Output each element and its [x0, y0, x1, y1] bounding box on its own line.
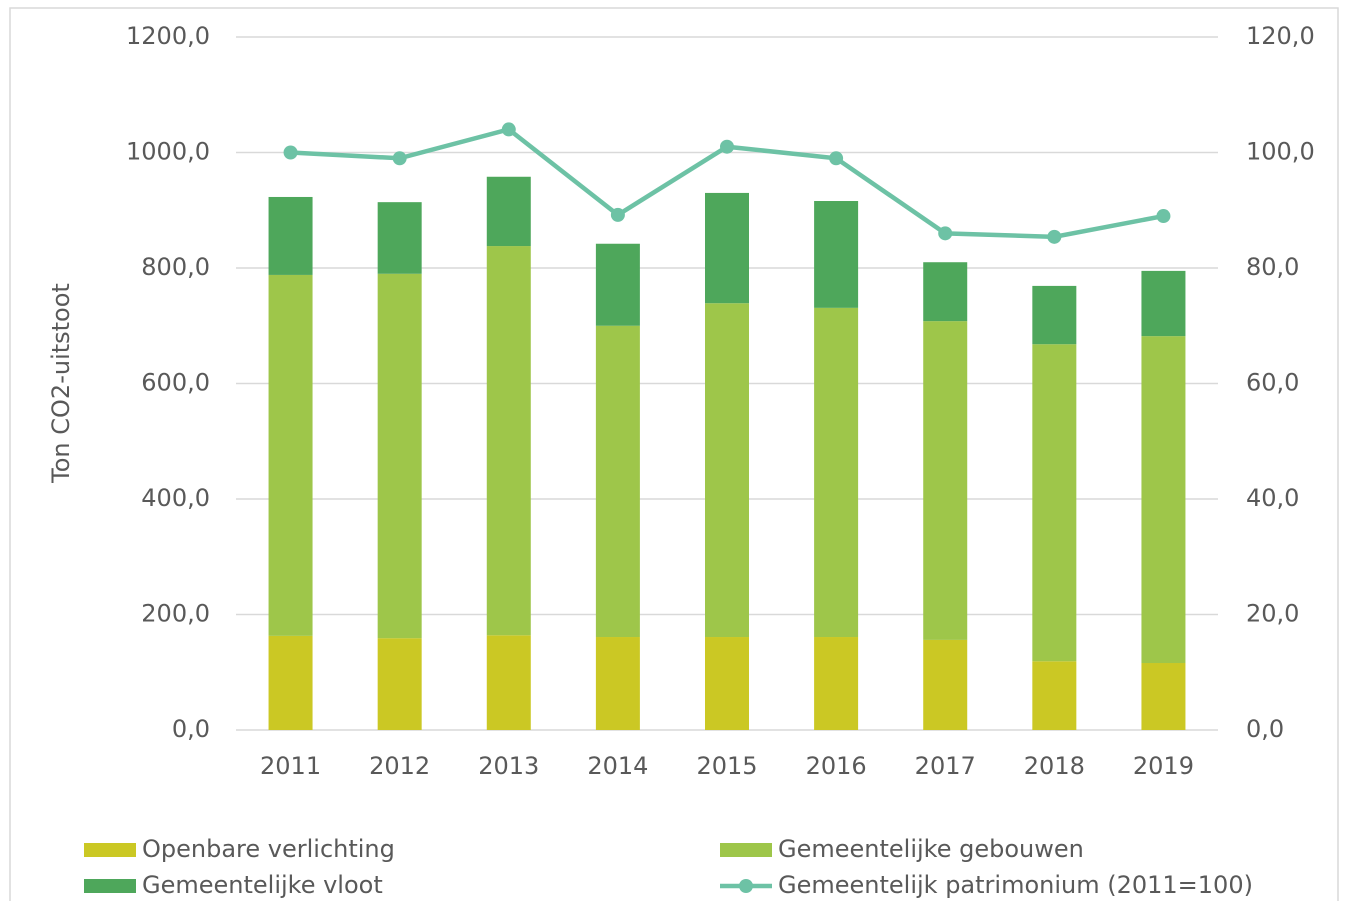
x-tick-label: 2019	[1133, 752, 1194, 780]
legend-label: Gemeentelijk patrimonium (2011=100)	[778, 871, 1253, 899]
y2-tick-label: 60,0	[1246, 369, 1299, 397]
bar-segment	[923, 639, 968, 730]
bar-segment	[923, 262, 968, 322]
bar-segment	[486, 176, 531, 247]
x-tick-label: 2017	[915, 752, 976, 780]
y2-tick-label: 0,0	[1246, 715, 1284, 743]
legend-label: Openbare verlichting	[142, 835, 395, 863]
x-tick-label: 2012	[369, 752, 430, 780]
y2-tick-label: 40,0	[1246, 484, 1299, 512]
legend-label: Gemeentelijke gebouwen	[778, 835, 1084, 863]
x-tick-label: 2013	[478, 752, 539, 780]
bar-segment	[814, 637, 859, 730]
x-tick-label: 2011	[260, 752, 321, 780]
bar-segment	[595, 243, 640, 326]
bar-segment	[923, 321, 968, 640]
legend-swatch	[84, 879, 136, 893]
x-tick-label: 2016	[806, 752, 867, 780]
bar-segment	[268, 635, 313, 730]
y2-tick-label: 120,0	[1246, 22, 1315, 50]
x-tick-label: 2018	[1024, 752, 1085, 780]
bar-segment	[377, 638, 422, 730]
bar-segment	[1032, 344, 1077, 662]
line-point	[610, 207, 625, 222]
y-tick-label: 0,0	[172, 715, 210, 743]
y-tick-label: 800,0	[141, 253, 210, 281]
legend-swatch	[720, 843, 772, 857]
x-tick-label: 2015	[696, 752, 757, 780]
y2-tick-label: 100,0	[1246, 138, 1315, 166]
bar-segment	[268, 274, 313, 636]
line-point	[1047, 229, 1062, 244]
y-tick-label: 1200,0	[126, 22, 210, 50]
y-tick-label: 200,0	[141, 600, 210, 628]
bar-segment	[377, 202, 422, 274]
line-point	[1156, 209, 1171, 224]
bar-segment	[268, 196, 313, 275]
bar-segment	[486, 635, 531, 730]
legend-marker	[739, 879, 753, 893]
bar-segment	[595, 637, 640, 730]
y-tick-label: 1000,0	[126, 138, 210, 166]
bar-segment	[705, 192, 749, 304]
chart-frame	[9, 7, 1339, 905]
legend-swatch	[84, 843, 136, 857]
line-point	[720, 139, 734, 154]
y2-tick-label: 20,0	[1246, 600, 1299, 628]
line-point	[829, 151, 844, 166]
y-tick-label: 600,0	[141, 369, 210, 397]
bar-segment	[1141, 663, 1186, 730]
bar-segment	[814, 201, 859, 308]
y-tick-label: 400,0	[141, 484, 210, 512]
bar-segment	[705, 637, 749, 730]
bar-segment	[1032, 661, 1077, 730]
bar-segment	[486, 246, 531, 636]
y-axis-label: Ton CO2-uitstoot	[47, 283, 75, 484]
bar-segment	[1141, 270, 1186, 337]
bar-segment	[814, 307, 859, 638]
x-tick-label: 2014	[587, 752, 648, 780]
line-point	[283, 145, 298, 160]
bar-segment	[1032, 285, 1077, 345]
bar-segment	[595, 325, 640, 638]
bar-segment	[377, 273, 422, 639]
legend-label: Gemeentelijke vloot	[142, 871, 383, 899]
bar-segment	[1141, 336, 1186, 664]
line-point	[501, 122, 516, 137]
line-point	[938, 226, 953, 241]
bar-segment	[705, 303, 749, 638]
line-point	[392, 151, 407, 166]
y2-tick-label: 80,0	[1246, 253, 1299, 281]
